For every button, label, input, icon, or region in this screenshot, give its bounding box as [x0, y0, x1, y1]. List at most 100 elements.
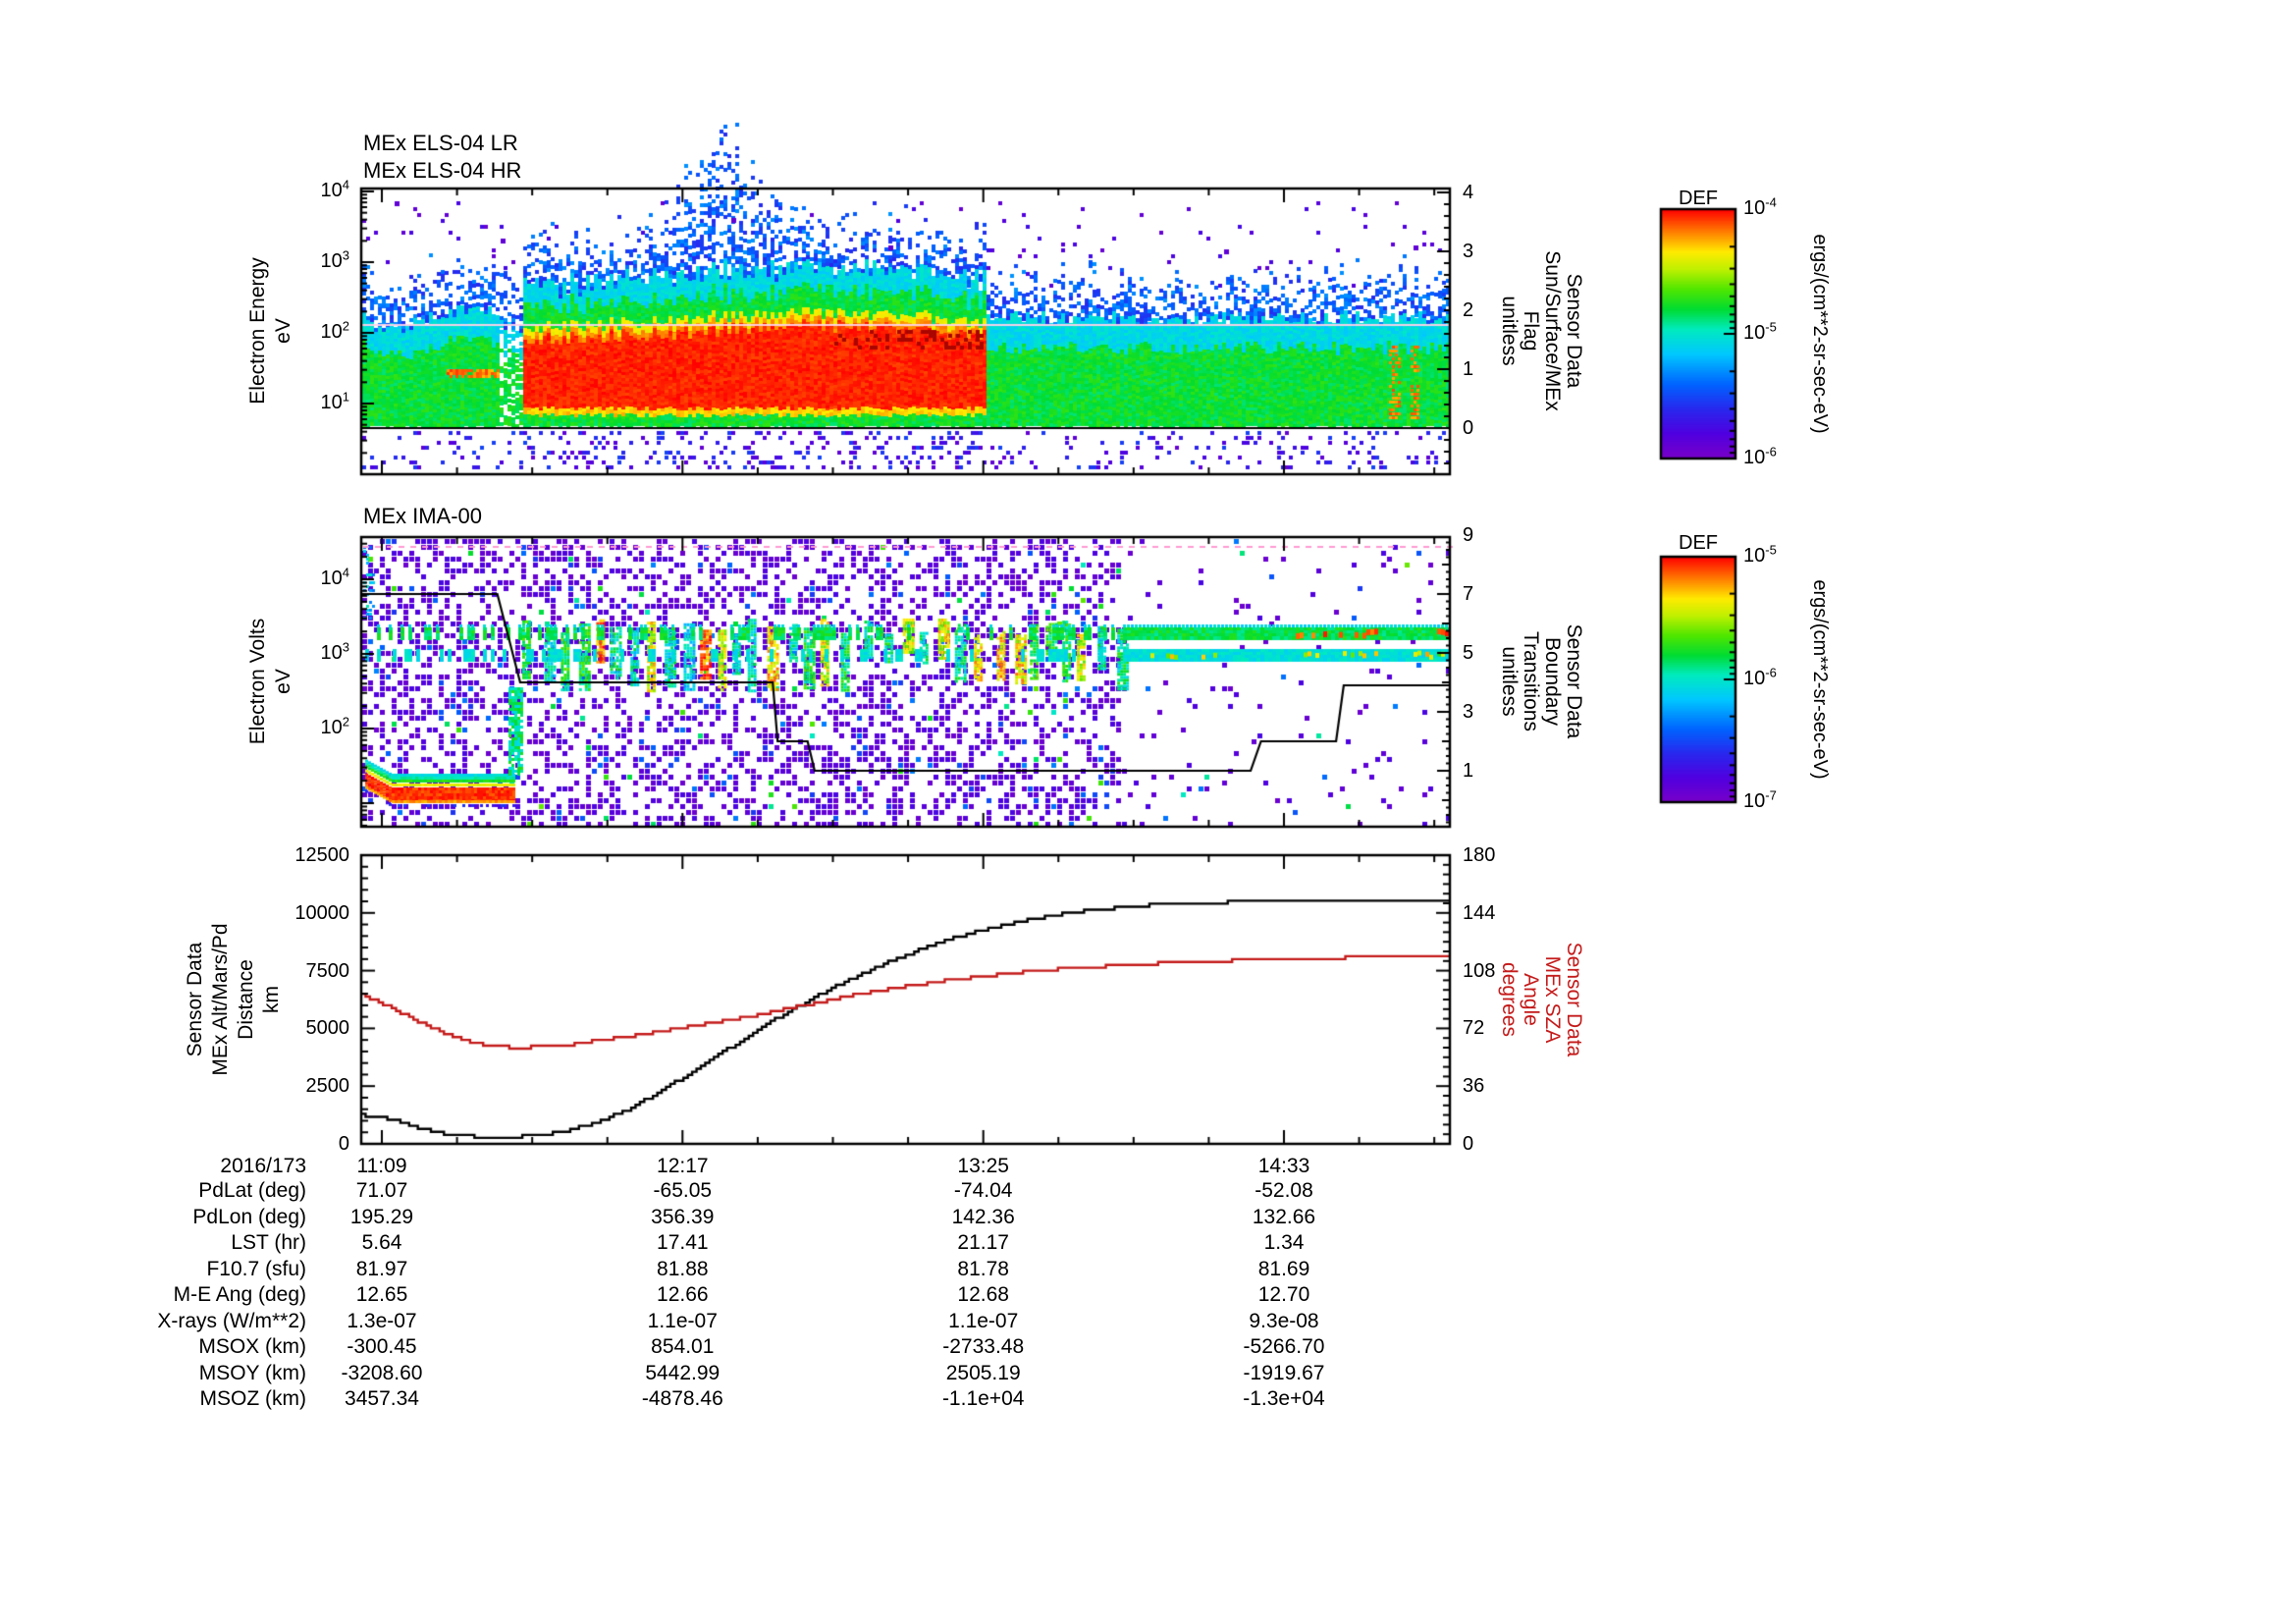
distance-ytick-label: 7500 [305, 959, 350, 982]
ima-panel-title: MEx IMA-00 [363, 504, 483, 528]
colorbar2-tick-label: 10-6 [1743, 665, 1777, 689]
table-cell: -1.1e+04 [941, 1387, 1025, 1410]
table-cell: 132.66 [1252, 1205, 1316, 1228]
els-right-axis-title-line1: Sensor Data [1563, 273, 1585, 389]
els-ytick-label-exponent: 4 [342, 177, 349, 192]
table-row-label: LST (hr) [231, 1231, 306, 1254]
table-cell: -3208.60 [341, 1361, 423, 1384]
table-cell: -1.3e+04 [1243, 1387, 1325, 1410]
table-cell: 9.3e-08 [1249, 1309, 1319, 1332]
colorbar1-tick-label-exponent: -6 [1765, 444, 1777, 460]
colorbar1-tick-label-exponent: -5 [1765, 319, 1777, 335]
colorbar2-tick-label-exponent: -6 [1765, 665, 1777, 680]
ima-transitions-tick-label: 5 [1463, 642, 1474, 664]
colorbar2-unit: ergs/(cm**2-sr-sec-eV) [1809, 579, 1831, 780]
els-flag-tick-label: 4 [1463, 182, 1474, 203]
table-cell: -65.05 [653, 1179, 713, 1202]
table-cell: 12.66 [657, 1283, 709, 1306]
els-panel-title-line1: MEx ELS-04 LR [363, 131, 518, 155]
els-flag-tick-label: 1 [1463, 358, 1474, 380]
table-row-label: MSOX (km) [198, 1335, 306, 1358]
sza-right-axis-title-line2: MEx SZA [1541, 955, 1564, 1044]
ima-ytick-label: 104 [320, 565, 349, 589]
table-cell: 81.78 [957, 1257, 1009, 1280]
distance-ytick-label: 0 [338, 1133, 349, 1155]
sza-ytick-label: 144 [1463, 901, 1496, 924]
table-cell: 21.17 [957, 1231, 1009, 1254]
table-row-label: M-E Ang (deg) [173, 1283, 306, 1306]
ima-right-axis-title-line1: Sensor Data [1563, 623, 1585, 739]
colorbar2-tick-label-exponent: -5 [1765, 542, 1777, 558]
sza-right-axis-title-line1: Sensor Data [1563, 942, 1585, 1057]
els-right-axis-unit: unitless [1498, 296, 1521, 366]
x-axis-time-label: 12:17 [657, 1155, 709, 1177]
table-cell: 5442.99 [645, 1361, 721, 1384]
ima-transitions-tick-label: 7 [1463, 583, 1474, 605]
table-row-label: MSOZ (km) [199, 1387, 306, 1410]
x-axis-date-label: 2016/173 [220, 1155, 306, 1177]
table-cell: 1.3e-07 [347, 1309, 417, 1332]
ima-ytick-label: 103 [320, 639, 349, 664]
ima-ytick-label-exponent: 2 [342, 714, 349, 730]
table-cell: 3457.34 [345, 1387, 419, 1410]
table-row-label: MSOY (km) [198, 1361, 306, 1384]
alt-y-axis-title-line1: Sensor Data [184, 942, 206, 1057]
table-cell: -52.08 [1255, 1179, 1313, 1202]
table-row-label: X-rays (W/m**2) [157, 1309, 306, 1332]
distance-ytick-label: 10000 [294, 901, 349, 924]
sza-ytick-label: 36 [1463, 1075, 1485, 1098]
sza-right-axis-unit: degrees [1498, 962, 1521, 1037]
els-ytick-label: 102 [320, 318, 349, 343]
ima-ytick-label: 102 [320, 714, 349, 738]
colorbar1-tick-label: 10-4 [1743, 194, 1777, 219]
table-cell: 1.1e-07 [948, 1309, 1019, 1332]
ima-ytick-label-exponent: 3 [342, 639, 349, 655]
x-axis-time-label: 14:33 [1257, 1155, 1310, 1177]
x-axis-time-label: 13:25 [957, 1155, 1009, 1177]
els-ytick-label-exponent: 1 [342, 389, 349, 405]
table-row-label: PdLat (deg) [198, 1179, 306, 1202]
table-cell: -300.45 [347, 1335, 417, 1358]
els-right-axis-title-line3: Flag [1520, 310, 1542, 352]
els-panel-title-line2: MEx ELS-04 HR [363, 158, 522, 183]
els-flag-tick-label: 3 [1463, 241, 1474, 262]
table-row-label: PdLon (deg) [192, 1205, 306, 1228]
ima-y-axis-unit: eV [272, 669, 294, 694]
els-ytick-label-exponent: 3 [342, 247, 349, 263]
ima-right-axis-title-line2: Boundary [1541, 637, 1564, 726]
colorbar1-unit: ergs/(cm**2-sr-sec-eV) [1809, 234, 1831, 434]
sza-ytick-label: 180 [1463, 844, 1496, 866]
sza-ytick-label: 72 [1463, 1017, 1485, 1040]
table-cell: 142.36 [951, 1205, 1015, 1228]
ima-right-axis-title-line3: Transitions [1520, 631, 1542, 731]
sza-ytick-label: 108 [1463, 959, 1496, 982]
table-cell: 2505.19 [945, 1361, 1021, 1384]
table-cell: 81.88 [657, 1257, 709, 1280]
table-cell: -74.04 [953, 1179, 1013, 1202]
table-cell: 356.39 [651, 1205, 715, 1228]
colorbar1-tick-label: 10-6 [1743, 444, 1777, 468]
table-cell: -1919.67 [1243, 1361, 1325, 1384]
x-axis-time-label: 11:09 [356, 1155, 407, 1177]
table-cell: -2733.48 [942, 1335, 1025, 1358]
table-cell: 1.34 [1263, 1231, 1305, 1254]
table-cell: 5.64 [361, 1231, 402, 1254]
table-cell: -5266.70 [1243, 1335, 1325, 1358]
table-cell: 12.70 [1257, 1283, 1310, 1306]
colorbar2-title: DEF [1679, 532, 1718, 554]
table-cell: 81.69 [1257, 1257, 1310, 1280]
ima-transitions-tick-label: 1 [1463, 760, 1474, 782]
els-ytick-label-exponent: 2 [342, 318, 349, 334]
sza-ytick-label: 0 [1463, 1133, 1474, 1155]
ima-y-axis-title: Electron Volts [246, 618, 269, 745]
table-cell: -4878.46 [641, 1387, 723, 1410]
distance-ytick-label: 5000 [305, 1017, 350, 1040]
els-y-axis-title: Electron Energy [246, 257, 269, 405]
els-flag-tick-label: 0 [1463, 417, 1474, 439]
els-ytick-label: 104 [320, 177, 349, 201]
table-cell: 81.97 [355, 1257, 408, 1280]
table-cell: 12.65 [355, 1283, 408, 1306]
alt-y-axis-title-line2: MEx Alt/Mars/Pd [209, 923, 232, 1076]
ima-ytick-label-exponent: 4 [342, 565, 349, 580]
